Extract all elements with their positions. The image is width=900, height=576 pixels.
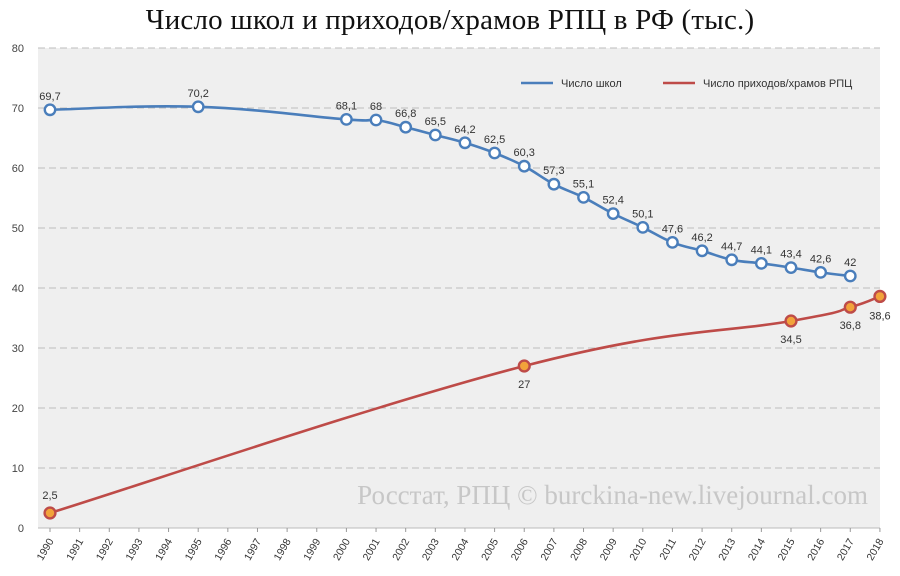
schools-data-point	[488, 146, 501, 160]
schools-data-label: 62,5	[484, 134, 505, 146]
schools-data-label: 42,6	[810, 253, 831, 265]
schools-data-point	[547, 177, 561, 191]
x-tick-label: 2003	[420, 536, 442, 562]
x-tick-label: 2012	[687, 536, 709, 562]
x-tick-label: 1991	[64, 536, 86, 562]
schools-data-label: 46,2	[691, 232, 712, 244]
schools-data-point	[695, 244, 709, 258]
y-axis-ticks: 0 10 20 30 40 50 60 70 80	[12, 43, 24, 535]
schools-data-label: 52,4	[602, 195, 623, 207]
parishes-data-point	[784, 314, 798, 328]
schools-data-point	[843, 269, 857, 283]
schools-data-label: 60,3	[514, 147, 535, 159]
schools-data-label: 70,2	[187, 88, 208, 100]
x-tick-label: 2004	[449, 536, 471, 562]
parishes-data-label: 36,8	[840, 320, 861, 332]
schools-data-label: 65,5	[425, 116, 446, 128]
x-tick-label: 1997	[242, 536, 264, 562]
x-tick-label: 2006	[509, 536, 531, 562]
x-tick-label: 1993	[123, 536, 145, 562]
schools-data-point	[43, 103, 57, 117]
parishes-data-label: 27	[518, 379, 530, 391]
legend-schools-label: Число школ	[561, 78, 622, 90]
x-tick-label: 1999	[301, 536, 323, 562]
series-points	[43, 100, 887, 520]
schools-data-label: 44,7	[721, 241, 742, 253]
schools-data-label: 64,2	[454, 124, 475, 136]
schools-data-point	[814, 265, 828, 279]
schools-data-label: 44,1	[751, 244, 772, 256]
schools-data-point	[458, 136, 472, 150]
grid-lines	[38, 47, 880, 469]
x-tick-label: 2007	[538, 536, 560, 562]
x-tick-label: 2008	[568, 536, 590, 562]
schools-data-point	[606, 207, 620, 221]
x-tick-label: 2002	[390, 536, 412, 562]
y-tick-label: 10	[12, 463, 24, 475]
schools-data-label: 68	[370, 101, 382, 113]
y-tick-label: 70	[12, 103, 24, 115]
y-tick-label: 0	[18, 523, 24, 535]
x-tick-label: 2014	[746, 536, 768, 562]
x-tick-label: 2001	[361, 536, 383, 562]
parishes-data-label: 34,5	[780, 334, 801, 346]
y-tick-label: 40	[12, 283, 24, 295]
schools-data-point	[191, 100, 205, 114]
schools-data-label: 47,6	[662, 223, 683, 235]
schools-data-point	[369, 113, 383, 127]
y-tick-label: 60	[12, 163, 24, 175]
parishes-data-point	[517, 359, 531, 373]
parishes-data-label: 2,5	[42, 490, 57, 502]
schools-data-label: 42	[844, 257, 856, 269]
schools-data-point	[428, 128, 442, 142]
x-tick-label: 2017	[835, 536, 857, 562]
schools-data-point	[517, 159, 531, 173]
y-tick-label: 30	[12, 343, 24, 355]
y-tick-label: 80	[12, 43, 24, 55]
schools-data-point	[725, 253, 739, 267]
schools-data-label: 50,1	[632, 208, 653, 220]
data-labels: 69,7 70,2 68,1 68 66,8 65,5 64,2 62,5 60,3 57,3 55…	[39, 88, 890, 502]
x-tick-label: 2011	[657, 536, 679, 562]
schools-data-label: 68,1	[336, 100, 357, 112]
schools-data-point	[577, 190, 590, 204]
schools-data-label: 66,8	[395, 108, 416, 120]
y-tick-label: 50	[12, 223, 24, 235]
legend-parishes-label: Число приходов/храмов РПЦ	[703, 78, 852, 90]
x-tick-label: 2005	[479, 536, 501, 562]
x-tick-label: 1998	[272, 536, 294, 562]
y-tick-label: 20	[12, 403, 24, 415]
schools-data-point	[339, 113, 353, 126]
schools-data-point	[784, 261, 798, 274]
schools-data-label: 43,4	[780, 249, 801, 261]
schools-data-point	[399, 120, 413, 134]
schools-data-point	[666, 235, 679, 249]
x-axis-ticks: 1990 1991 1992 1993 1994 1995 1996 1997 1998 1999…	[35, 527, 887, 563]
x-tick-label: 2015	[776, 536, 798, 562]
x-tick-label: 2013	[716, 536, 738, 562]
schools-data-label: 55,1	[573, 178, 594, 190]
x-tick-label: 2018	[864, 536, 886, 562]
legend: Число школ Число приходов/храмов РПЦ	[521, 78, 852, 90]
schools-data-label: 69,7	[39, 91, 60, 103]
x-tick-label: 1994	[153, 536, 175, 562]
watermark-text: Росстат, РПЦ © burckina-new.livejournal.…	[357, 480, 868, 510]
x-tick-label: 1990	[35, 536, 57, 562]
schools-data-point	[754, 256, 768, 270]
parishes-data-point	[843, 300, 857, 314]
x-tick-label: 1992	[94, 536, 116, 562]
x-tick-label: 2009	[598, 536, 620, 562]
x-tick-label: 2010	[627, 536, 649, 562]
schools-data-label: 57,3	[543, 165, 564, 177]
x-tick-label: 1996	[212, 536, 234, 562]
x-tick-label: 1995	[183, 536, 205, 562]
parishes-data-point	[873, 289, 887, 304]
schools-data-point	[636, 220, 650, 234]
parishes-data-point	[43, 506, 57, 520]
chart-title: Число школ и приходов/храмов РПЦ в РФ (т…	[145, 4, 755, 36]
x-tick-label: 2000	[331, 536, 353, 562]
parishes-data-label: 38,6	[869, 310, 890, 322]
x-tick-label: 2016	[805, 536, 827, 562]
